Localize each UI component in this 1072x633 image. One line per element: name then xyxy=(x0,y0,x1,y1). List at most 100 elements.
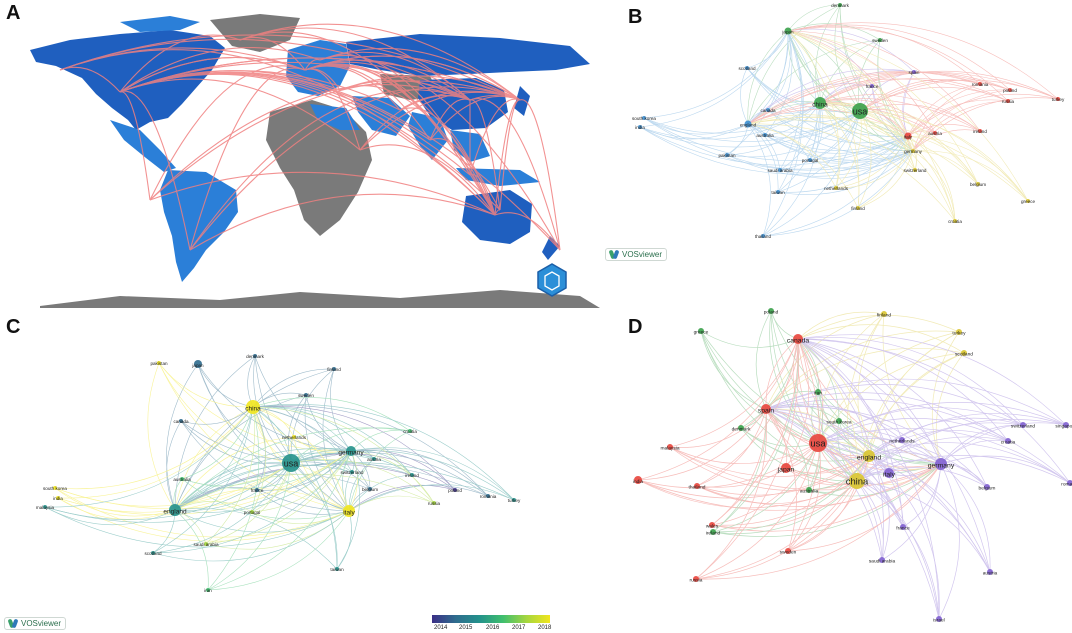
country-node[interactable] xyxy=(879,557,885,563)
country-node[interactable] xyxy=(255,488,259,492)
country-node[interactable] xyxy=(881,311,887,317)
country-node[interactable] xyxy=(343,505,355,517)
country-node[interactable] xyxy=(710,529,716,535)
country-node[interactable] xyxy=(368,487,372,491)
country-node[interactable] xyxy=(863,450,875,462)
country-node[interactable] xyxy=(766,108,770,112)
country-node[interactable] xyxy=(1026,199,1030,203)
country-node[interactable] xyxy=(410,473,414,477)
country-node[interactable] xyxy=(793,334,803,344)
country-node[interactable] xyxy=(1067,480,1072,486)
country-node[interactable] xyxy=(638,125,642,129)
country-node[interactable] xyxy=(206,588,210,592)
country-node[interactable] xyxy=(838,3,842,7)
country-node[interactable] xyxy=(744,120,752,128)
country-node[interactable] xyxy=(768,308,774,314)
country-node[interactable] xyxy=(815,389,821,395)
country-node[interactable] xyxy=(978,129,982,133)
country-node[interactable] xyxy=(250,510,254,514)
country-node[interactable] xyxy=(761,404,771,414)
country-node[interactable] xyxy=(1056,97,1060,101)
country-node[interactable] xyxy=(745,66,749,70)
country-node[interactable] xyxy=(913,168,917,172)
country-node[interactable] xyxy=(151,551,155,555)
country-node[interactable] xyxy=(984,484,990,490)
country-node[interactable] xyxy=(292,435,296,439)
country-node[interactable] xyxy=(346,446,356,456)
country-node[interactable] xyxy=(778,168,782,172)
collaboration-link xyxy=(859,86,1009,112)
country-node[interactable] xyxy=(806,487,812,493)
country-node[interactable] xyxy=(432,501,436,505)
country-node[interactable] xyxy=(253,354,257,358)
country-node[interactable] xyxy=(776,190,780,194)
country-node[interactable] xyxy=(169,504,181,516)
country-node[interactable] xyxy=(814,97,826,109)
country-node[interactable] xyxy=(157,361,161,365)
country-node[interactable] xyxy=(350,470,354,474)
collaboration-link xyxy=(740,338,799,429)
country-node[interactable] xyxy=(936,616,942,622)
country-node[interactable] xyxy=(43,505,47,509)
country-node[interactable] xyxy=(878,38,882,42)
country-node[interactable] xyxy=(53,486,57,490)
country-node[interactable] xyxy=(204,542,208,546)
country-node[interactable] xyxy=(56,496,60,500)
country-node[interactable] xyxy=(836,418,842,424)
country-node[interactable] xyxy=(335,567,339,571)
country-node[interactable] xyxy=(781,463,791,473)
country-node[interactable] xyxy=(870,84,874,88)
country-node[interactable] xyxy=(698,328,704,334)
country-node[interactable] xyxy=(304,393,308,397)
country-node[interactable] xyxy=(512,498,516,502)
country-node[interactable] xyxy=(667,444,673,450)
country-node[interactable] xyxy=(899,437,905,443)
country-node[interactable] xyxy=(194,360,202,368)
country-node[interactable] xyxy=(693,576,699,582)
country-node[interactable] xyxy=(408,429,412,433)
country-node[interactable] xyxy=(1020,422,1026,428)
country-node[interactable] xyxy=(933,131,937,135)
country-node[interactable] xyxy=(179,419,183,423)
country-node[interactable] xyxy=(961,350,967,356)
country-node[interactable] xyxy=(809,434,827,452)
country-node[interactable] xyxy=(180,477,184,481)
country-node[interactable] xyxy=(453,488,457,492)
country-node[interactable] xyxy=(486,494,490,498)
country-node[interactable] xyxy=(987,569,993,575)
country-node[interactable] xyxy=(785,548,791,554)
country-node[interactable] xyxy=(1005,438,1011,444)
country-node[interactable] xyxy=(634,476,642,484)
country-node[interactable] xyxy=(332,367,336,371)
country-node[interactable] xyxy=(884,468,894,478)
collaboration-link xyxy=(797,338,1009,442)
country-node[interactable] xyxy=(1006,99,1010,103)
country-node[interactable] xyxy=(761,234,765,238)
country-node[interactable] xyxy=(956,329,962,335)
country-node[interactable] xyxy=(282,454,300,472)
country-node[interactable] xyxy=(784,27,792,35)
country-node[interactable] xyxy=(1063,422,1069,428)
country-node[interactable] xyxy=(763,133,767,137)
country-node[interactable] xyxy=(856,206,860,210)
country-node[interactable] xyxy=(852,103,868,119)
country-node[interactable] xyxy=(976,182,980,186)
country-node[interactable] xyxy=(834,186,838,190)
country-node[interactable] xyxy=(849,473,865,489)
country-node[interactable] xyxy=(912,70,916,74)
country-node[interactable] xyxy=(904,132,912,140)
country-node[interactable] xyxy=(642,116,646,120)
country-node[interactable] xyxy=(738,425,744,431)
country-node[interactable] xyxy=(694,483,700,489)
country-node[interactable] xyxy=(1008,88,1012,92)
country-node[interactable] xyxy=(725,153,729,157)
country-node[interactable] xyxy=(978,82,982,86)
country-node[interactable] xyxy=(900,524,906,530)
country-node[interactable] xyxy=(709,522,715,528)
country-node[interactable] xyxy=(808,158,812,162)
country-node[interactable] xyxy=(372,457,376,461)
country-node[interactable] xyxy=(953,219,957,223)
country-node[interactable] xyxy=(246,400,260,414)
country-node[interactable] xyxy=(911,149,915,153)
country-node[interactable] xyxy=(935,458,947,470)
